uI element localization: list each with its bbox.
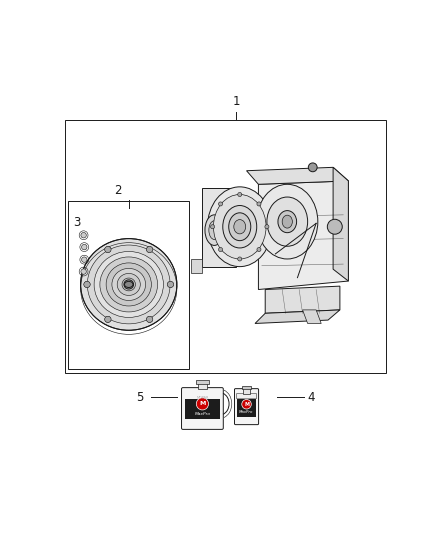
Polygon shape	[333, 167, 348, 281]
Ellipse shape	[94, 252, 163, 318]
Ellipse shape	[105, 246, 111, 253]
FancyBboxPatch shape	[234, 389, 258, 425]
Ellipse shape	[117, 273, 140, 295]
Ellipse shape	[124, 280, 134, 289]
Ellipse shape	[213, 195, 266, 259]
Ellipse shape	[267, 197, 307, 246]
Text: 1: 1	[233, 95, 240, 108]
Ellipse shape	[100, 257, 158, 312]
Text: MOPAR: MOPAR	[196, 397, 208, 400]
Circle shape	[81, 232, 86, 238]
Ellipse shape	[81, 239, 177, 330]
Bar	[185, 399, 220, 419]
Circle shape	[211, 225, 215, 229]
Circle shape	[147, 316, 153, 322]
Ellipse shape	[229, 213, 251, 241]
Ellipse shape	[84, 281, 90, 287]
Text: M: M	[199, 401, 205, 406]
Bar	[243, 388, 250, 394]
Circle shape	[84, 281, 90, 287]
Circle shape	[238, 257, 242, 261]
Circle shape	[242, 400, 251, 409]
Text: 2: 2	[114, 184, 121, 197]
Text: M: M	[244, 402, 249, 407]
Ellipse shape	[146, 246, 153, 253]
Circle shape	[105, 246, 111, 253]
Circle shape	[196, 398, 208, 410]
Circle shape	[81, 245, 87, 250]
Circle shape	[81, 269, 86, 274]
Ellipse shape	[105, 316, 111, 322]
Ellipse shape	[167, 281, 174, 287]
Bar	[68, 201, 189, 369]
Ellipse shape	[146, 316, 153, 322]
Text: MaxPro: MaxPro	[239, 410, 254, 414]
Bar	[242, 385, 251, 389]
Polygon shape	[247, 167, 348, 184]
Bar	[65, 120, 386, 373]
Circle shape	[147, 246, 153, 253]
Ellipse shape	[124, 281, 133, 287]
Ellipse shape	[112, 269, 145, 301]
Ellipse shape	[209, 221, 220, 239]
FancyBboxPatch shape	[181, 387, 223, 430]
Polygon shape	[303, 310, 321, 324]
Polygon shape	[258, 181, 348, 289]
Circle shape	[257, 247, 261, 252]
Polygon shape	[202, 188, 237, 268]
Circle shape	[219, 247, 223, 252]
Circle shape	[219, 202, 223, 206]
Text: 3: 3	[73, 216, 81, 229]
FancyBboxPatch shape	[237, 393, 257, 399]
Ellipse shape	[87, 245, 170, 324]
Ellipse shape	[208, 187, 272, 266]
Ellipse shape	[234, 220, 246, 234]
Bar	[196, 380, 208, 384]
Text: 5: 5	[136, 391, 143, 403]
Text: MaxPro: MaxPro	[194, 411, 210, 416]
Circle shape	[265, 225, 269, 229]
Ellipse shape	[122, 278, 135, 291]
Polygon shape	[191, 259, 202, 272]
Ellipse shape	[223, 206, 257, 248]
Circle shape	[308, 163, 317, 172]
Polygon shape	[265, 286, 340, 313]
Bar	[237, 399, 256, 417]
Circle shape	[238, 192, 242, 197]
Ellipse shape	[282, 215, 293, 228]
Ellipse shape	[106, 263, 152, 306]
Ellipse shape	[257, 184, 318, 259]
Circle shape	[327, 219, 342, 234]
Circle shape	[105, 316, 111, 322]
Polygon shape	[255, 310, 340, 324]
Ellipse shape	[278, 211, 297, 233]
Text: 4: 4	[307, 391, 315, 403]
Ellipse shape	[205, 215, 224, 245]
Circle shape	[257, 202, 261, 206]
Circle shape	[81, 257, 87, 262]
Circle shape	[167, 281, 173, 287]
Bar	[198, 383, 207, 389]
